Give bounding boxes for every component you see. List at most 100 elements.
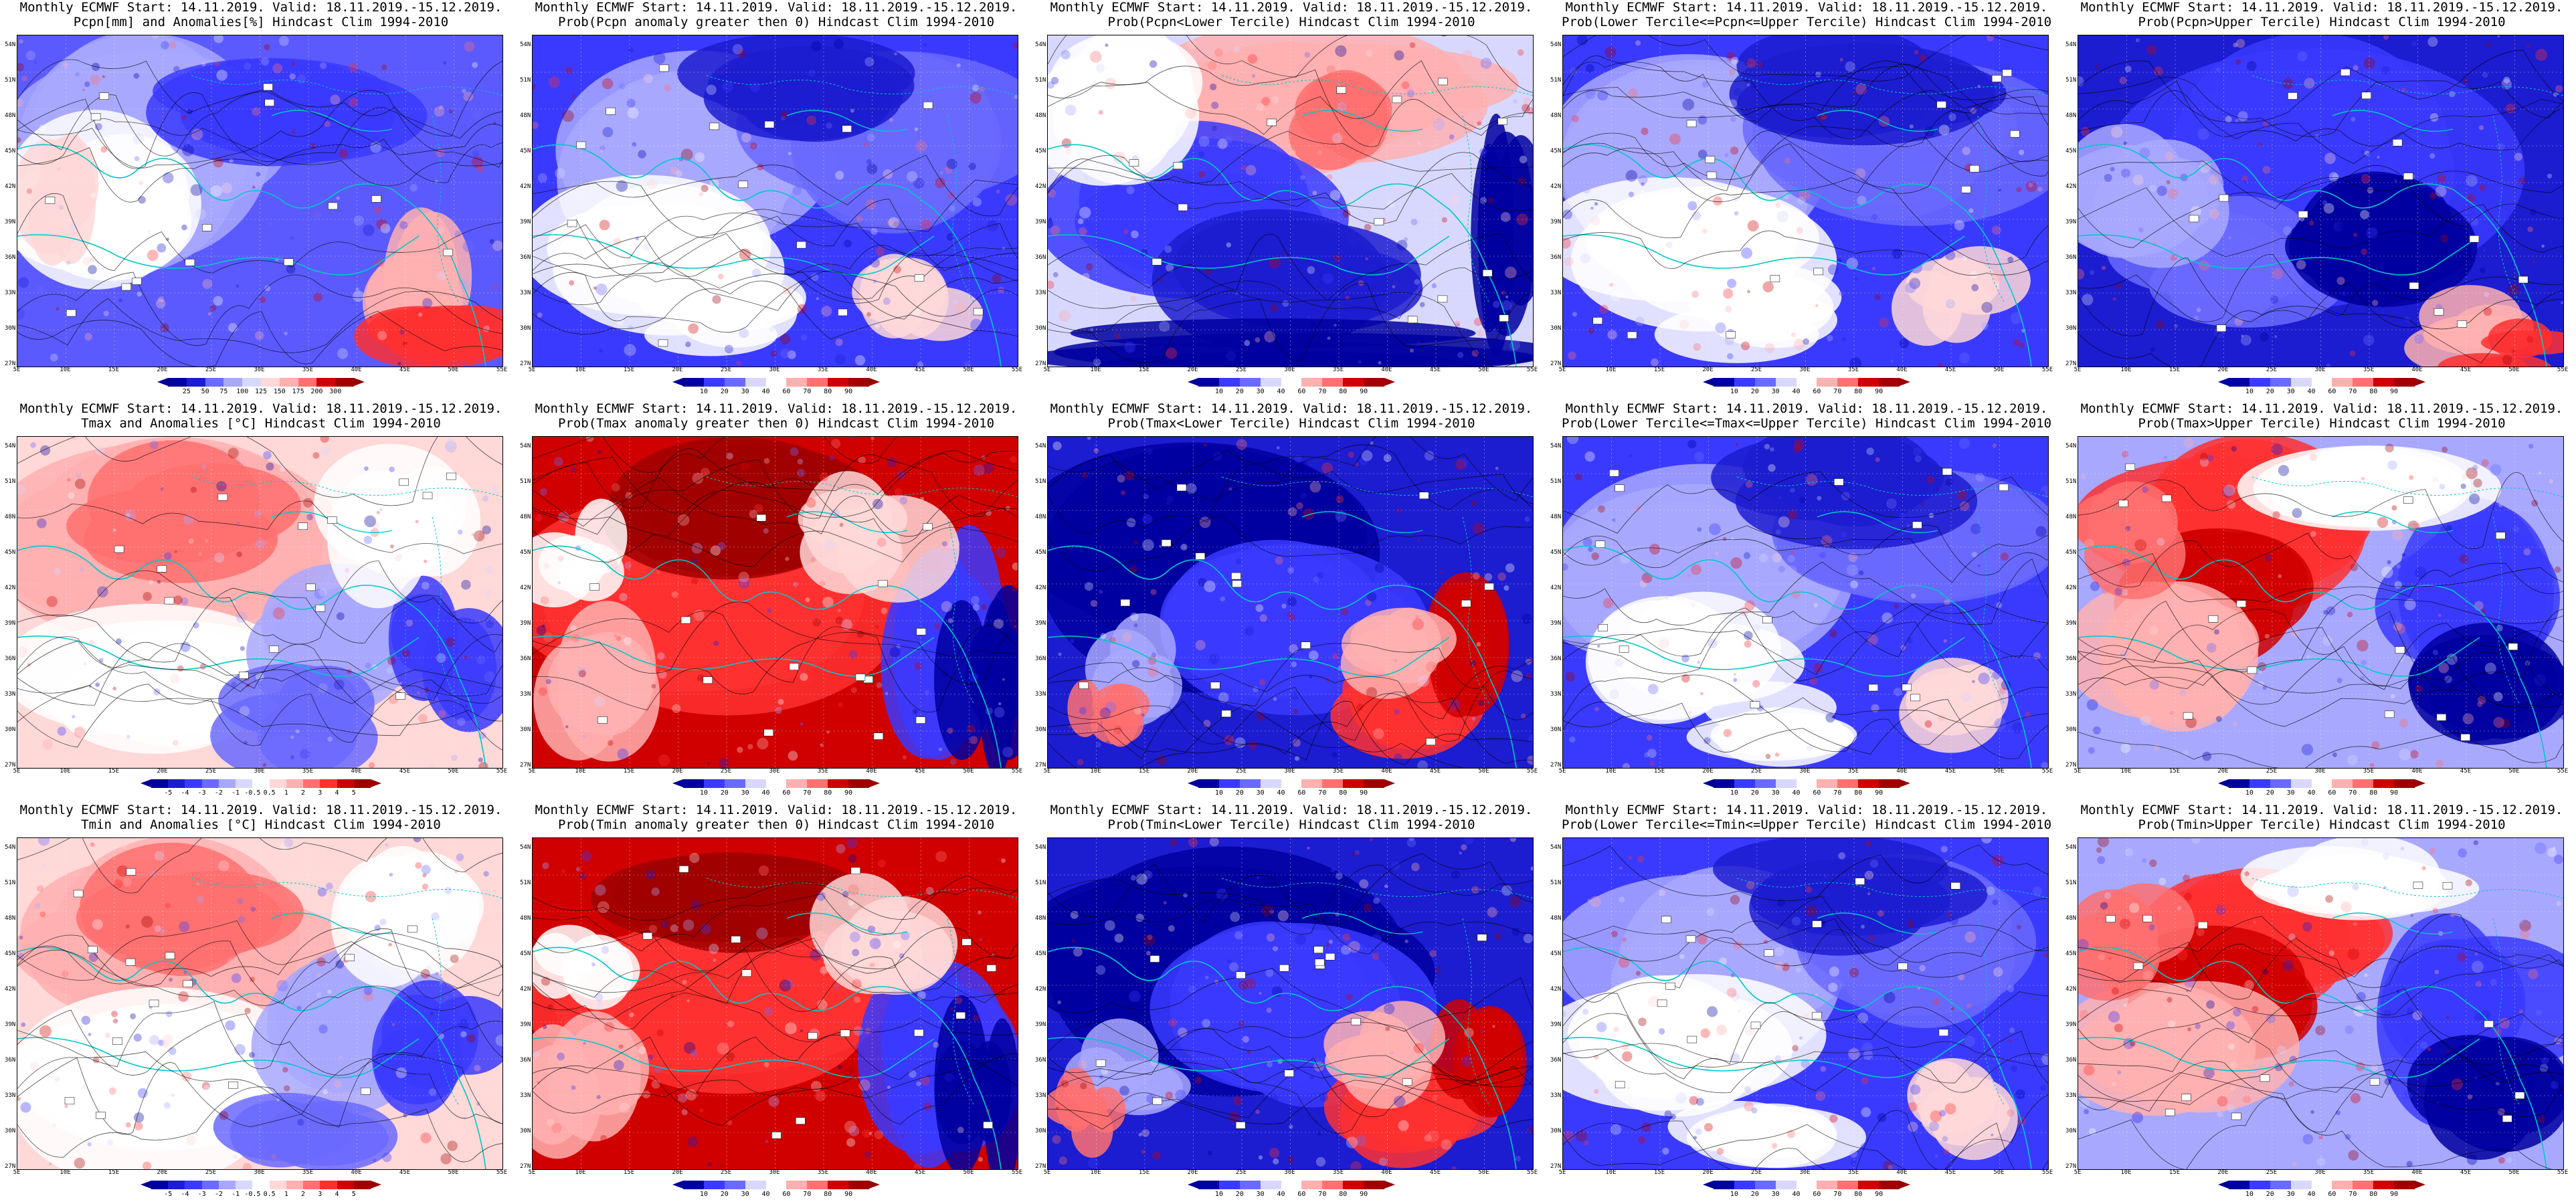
longitude-label: 30E [769, 768, 780, 775]
latitude-label: 48N [1035, 514, 1046, 520]
colorbar-tick-label: 10 [1214, 1191, 1223, 1198]
colorbar-swatch [2373, 1181, 2395, 1189]
colorbar-tick-label: 70 [1318, 388, 1327, 395]
longitude-label: 15E [623, 1169, 635, 1176]
latitude-label: 54N [2065, 443, 2077, 449]
longitude-label: 40E [1381, 367, 1392, 373]
longitude-label: 40E [351, 367, 362, 373]
longitude-label: 50E [963, 768, 974, 775]
longitude-label: 35E [302, 367, 314, 373]
map-field [2078, 838, 2563, 1169]
map-field [533, 437, 1018, 768]
colorbar-swatch [236, 1181, 253, 1189]
longitude-label: 30E [254, 367, 265, 373]
colorbar-swatch [703, 378, 725, 387]
colorbar-tick-label: -2 [214, 789, 223, 797]
colorbar-swatch [1281, 779, 1302, 788]
colorbar-tick-label: 25 [182, 388, 191, 395]
colorbar-swatch [353, 779, 371, 788]
longitude-label: 50E [963, 367, 974, 373]
colorbar-tick-label: 0.5 [263, 1191, 276, 1198]
panel-title-line2: Tmax and Anomalies [°C] Hindcast Clim 19… [81, 416, 441, 431]
map-field [2078, 437, 2563, 768]
longitude-label: 20E [2217, 367, 2229, 373]
longitude-label: 25E [2266, 1169, 2278, 1176]
latitude-label: 33N [2065, 1092, 2077, 1099]
colorbar-swatch [1198, 378, 1219, 387]
forecast-panel: Monthly ECMWF Start: 14.11.2019. Valid: … [1034, 803, 1549, 1204]
colorbar-tick-label: 90 [1360, 388, 1368, 395]
longitude-label: 20E [672, 768, 683, 775]
latitude-label: 27N [520, 1163, 531, 1170]
colorbar-tick-label: 70 [2349, 1191, 2357, 1198]
colorbar [2218, 1181, 2426, 1189]
colorbar-swatch [303, 779, 320, 788]
colorbar-swatch [1364, 1181, 1385, 1189]
colorbar-swatch [1343, 378, 1364, 387]
forecast-map [17, 837, 503, 1170]
longitude-label: 35E [2363, 1169, 2375, 1176]
colorbar-swatch [286, 1181, 304, 1189]
colorbar-swatch [2332, 779, 2353, 788]
forecast-map [2078, 436, 2564, 769]
colorbar-tick-label: 60 [2328, 1191, 2336, 1198]
latitude-label: 45N [520, 950, 531, 957]
longitude-label: 40E [1381, 768, 1392, 775]
latitude-label: 48N [520, 514, 531, 520]
longitude-label: 45E [399, 367, 411, 373]
longitude-label: 40E [1896, 367, 1908, 373]
colorbar-swatch [1858, 779, 1879, 788]
latitude-label: 45N [5, 549, 16, 556]
longitude-label: 40E [866, 768, 877, 775]
longitude-label: 15E [108, 367, 120, 373]
latitude-label: 36N [520, 1057, 531, 1064]
colorbar-tick-label: 40 [761, 1191, 770, 1198]
forecast-map [1562, 436, 2049, 769]
colorbar-swatch [1260, 1181, 1281, 1189]
latitude-label: 33N [520, 1092, 531, 1099]
longitude-label: 40E [1896, 1169, 1908, 1176]
panel-title-line1: Monthly ECMWF Start: 14.11.2019. Valid: … [535, 0, 1018, 15]
colorbar-min-arrow [672, 1181, 683, 1189]
colorbar-tick-label: 5 [351, 1191, 356, 1198]
longitude-label: 5E [13, 367, 21, 373]
colorbar-swatch [724, 378, 745, 387]
colorbar-min-arrow [2218, 378, 2229, 386]
longitude-label: 20E [1702, 1169, 1714, 1176]
panel-title-line1: Monthly ECMWF Start: 14.11.2019. Valid: … [2080, 401, 2563, 416]
latitude-label: 51N [520, 478, 531, 485]
colorbar-tick-label: 40 [2307, 388, 2316, 395]
colorbar-min-arrow [141, 1181, 151, 1189]
colorbar-swatch [848, 1181, 870, 1189]
colorbar-swatch [807, 779, 828, 788]
longitude-label: 45E [2460, 1169, 2472, 1176]
colorbar-swatch [683, 1181, 704, 1189]
latitude-label: 27N [2065, 361, 2077, 367]
colorbar-ticks: 10 20 30 40 60 70 80 90 [2218, 789, 2425, 797]
latitude-label: 27N [2065, 762, 2077, 769]
colorbar-tick-label: 70 [1318, 789, 1327, 797]
latitude-label: 48N [5, 112, 16, 119]
longitude-label: 45E [1429, 768, 1441, 775]
latitude-label: 51N [5, 77, 16, 84]
colorbar-swatch [1754, 779, 1776, 788]
colorbar-swatch [2290, 1181, 2312, 1189]
longitude-label: 45E [1429, 1169, 1441, 1176]
panel-title-line2: Prob(Tmin<Lower Tercile) Hindcast Clim 1… [1107, 817, 1475, 832]
colorbar-tick-label: 20 [2266, 789, 2274, 797]
longitude-label: 25E [2266, 768, 2278, 775]
longitude-label: 30E [769, 1169, 780, 1176]
latitude-label: 45N [1035, 148, 1046, 155]
colorbar-max-arrow [869, 378, 881, 386]
colorbar-tick-label: 10 [1730, 1191, 1738, 1198]
colorbar-swatch [286, 779, 304, 788]
longitude-label: 20E [672, 367, 683, 373]
colorbar-tick-label: 80 [1854, 388, 1863, 395]
colorbar-tick-label: 10 [1214, 789, 1223, 797]
colorbar-tick-label: 3 [318, 1191, 323, 1198]
longitude-label: 40E [2411, 367, 2423, 373]
colorbar-ticks: 10 20 30 40 60 70 80 90 [672, 388, 880, 396]
latitude-label: 33N [5, 691, 16, 698]
longitude-label: 20E [1187, 768, 1198, 775]
colorbar-tick-label: 30 [2286, 388, 2295, 395]
